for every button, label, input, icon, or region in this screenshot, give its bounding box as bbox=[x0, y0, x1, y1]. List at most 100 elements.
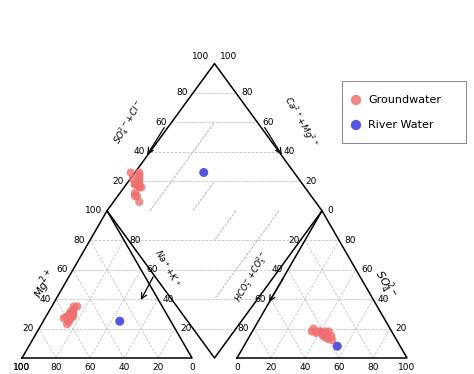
Point bbox=[310, 325, 317, 331]
Text: 80: 80 bbox=[344, 236, 356, 245]
Text: 100: 100 bbox=[192, 52, 210, 61]
Point bbox=[136, 178, 143, 184]
Point bbox=[63, 314, 70, 320]
Text: 80: 80 bbox=[176, 89, 188, 98]
Point bbox=[133, 193, 141, 199]
Point bbox=[334, 343, 341, 349]
Point bbox=[127, 169, 135, 175]
Point bbox=[73, 303, 81, 309]
Text: SO$_4^{2-}$: SO$_4^{2-}$ bbox=[368, 267, 401, 302]
Point bbox=[325, 328, 333, 334]
Point bbox=[317, 328, 324, 334]
Text: 40: 40 bbox=[134, 147, 145, 156]
Text: 80: 80 bbox=[129, 236, 140, 245]
Text: 20: 20 bbox=[112, 177, 124, 186]
Point bbox=[321, 328, 329, 334]
Text: 100: 100 bbox=[13, 363, 31, 372]
Text: 100: 100 bbox=[13, 363, 31, 372]
Point bbox=[317, 328, 324, 334]
Point bbox=[129, 175, 137, 181]
Point bbox=[312, 330, 320, 336]
Point bbox=[67, 315, 74, 321]
Text: 40: 40 bbox=[163, 295, 174, 304]
Point bbox=[67, 315, 74, 321]
Point bbox=[70, 306, 78, 312]
Point bbox=[70, 303, 78, 309]
Text: 100: 100 bbox=[219, 52, 237, 61]
Text: 0: 0 bbox=[234, 363, 240, 372]
Point bbox=[200, 169, 208, 175]
Point bbox=[69, 311, 77, 317]
Point bbox=[69, 311, 77, 317]
Text: 20: 20 bbox=[289, 236, 300, 245]
Point bbox=[323, 331, 331, 337]
Text: Ca$^{2+}$+Mg$^{2+}$: Ca$^{2+}$+Mg$^{2+}$ bbox=[280, 94, 321, 150]
Point bbox=[328, 333, 335, 339]
Text: 80: 80 bbox=[367, 363, 379, 372]
Text: 40: 40 bbox=[272, 265, 283, 274]
Point bbox=[136, 172, 143, 178]
Text: Na$^+$+K$^+$: Na$^+$+K$^+$ bbox=[152, 248, 183, 289]
Point bbox=[136, 184, 143, 190]
Point bbox=[66, 311, 73, 317]
Text: 0: 0 bbox=[327, 206, 333, 215]
Text: Groundwater: Groundwater bbox=[368, 95, 441, 105]
Text: 80: 80 bbox=[241, 89, 253, 98]
Text: 60: 60 bbox=[255, 295, 266, 304]
Text: 100: 100 bbox=[85, 206, 102, 215]
Point bbox=[321, 334, 329, 340]
Point bbox=[136, 175, 143, 181]
Point bbox=[136, 184, 143, 190]
Point bbox=[136, 169, 143, 175]
Point bbox=[319, 330, 327, 336]
Text: 40: 40 bbox=[299, 363, 310, 372]
Text: 40: 40 bbox=[284, 147, 295, 156]
Point bbox=[137, 184, 145, 190]
Point bbox=[136, 181, 143, 187]
Point bbox=[319, 330, 327, 336]
Text: 40: 40 bbox=[40, 295, 51, 304]
Point bbox=[69, 314, 77, 320]
Point bbox=[313, 328, 321, 334]
Text: Mg$^{2+}$: Mg$^{2+}$ bbox=[29, 266, 60, 303]
Text: 80: 80 bbox=[237, 324, 249, 333]
Text: 20: 20 bbox=[23, 324, 34, 333]
Text: 20: 20 bbox=[265, 363, 277, 372]
Text: 60: 60 bbox=[263, 118, 274, 127]
Point bbox=[65, 318, 73, 324]
Point bbox=[131, 181, 139, 187]
Text: 40: 40 bbox=[378, 295, 389, 304]
FancyBboxPatch shape bbox=[342, 81, 466, 143]
Point bbox=[66, 314, 73, 320]
Text: 60: 60 bbox=[333, 363, 345, 372]
Text: 0: 0 bbox=[189, 363, 195, 372]
Point bbox=[352, 97, 360, 103]
Text: 100: 100 bbox=[398, 363, 416, 372]
Text: 20: 20 bbox=[152, 363, 164, 372]
Point bbox=[308, 328, 316, 334]
Text: 20: 20 bbox=[395, 324, 406, 333]
Text: 80: 80 bbox=[73, 236, 85, 245]
Text: 40: 40 bbox=[118, 363, 130, 372]
Text: 60: 60 bbox=[146, 265, 157, 274]
Point bbox=[352, 122, 360, 128]
Text: 80: 80 bbox=[50, 363, 62, 372]
Point bbox=[324, 336, 332, 342]
Point bbox=[131, 190, 139, 196]
Point bbox=[116, 318, 124, 324]
Point bbox=[63, 321, 71, 327]
Point bbox=[328, 337, 336, 343]
Text: HCO$_3^-$+CO$_3^{2-}$: HCO$_3^-$+CO$_3^{2-}$ bbox=[231, 248, 272, 305]
Text: 60: 60 bbox=[56, 265, 68, 274]
Point bbox=[131, 181, 139, 187]
Text: SO$_4^{2-}$+Cl$^-$: SO$_4^{2-}$+Cl$^-$ bbox=[110, 97, 147, 147]
Text: 60: 60 bbox=[84, 363, 96, 372]
Text: 60: 60 bbox=[155, 118, 166, 127]
Text: 20: 20 bbox=[306, 177, 317, 186]
Point bbox=[133, 181, 141, 187]
Point bbox=[136, 199, 143, 205]
Point bbox=[319, 330, 327, 336]
Text: 20: 20 bbox=[180, 324, 191, 333]
Point bbox=[131, 193, 139, 199]
Point bbox=[65, 318, 73, 324]
